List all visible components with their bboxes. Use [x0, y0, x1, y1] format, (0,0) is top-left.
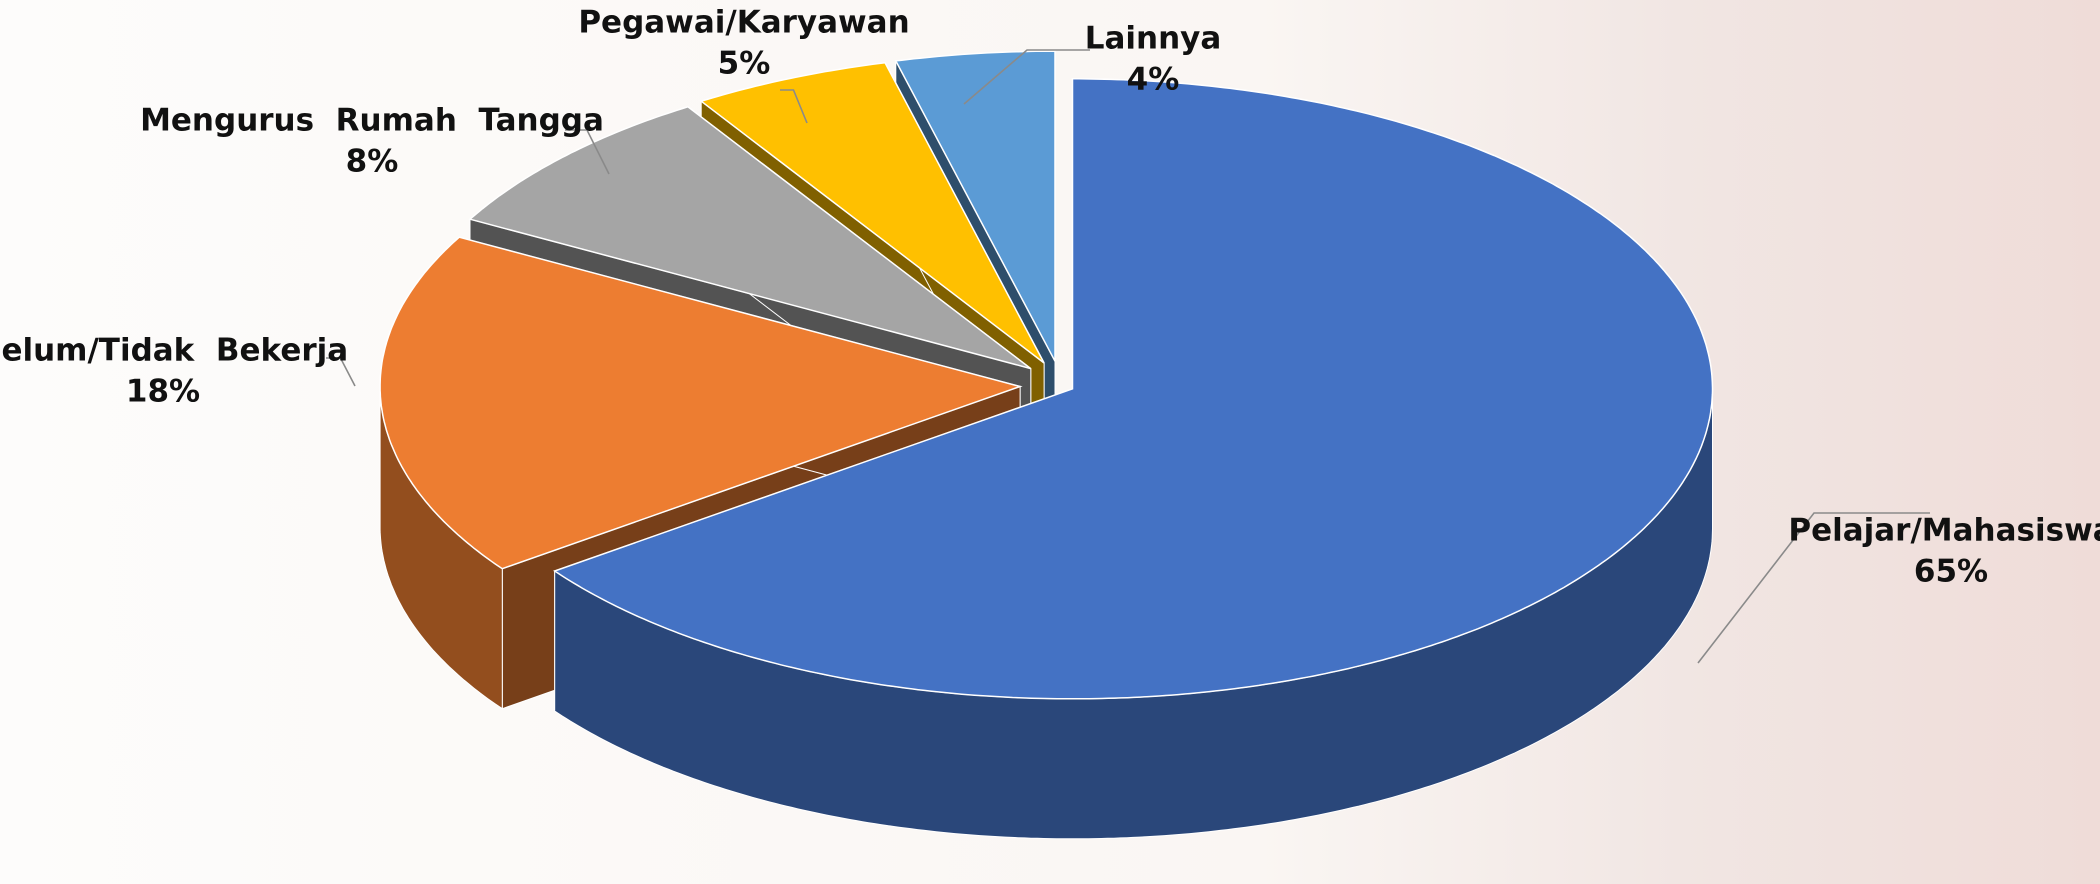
category-label: Mengurus Rumah Tangga: [140, 103, 604, 139]
value-label: 8%: [346, 144, 399, 180]
chart: Pelajar/Mahasiswa 65% Belum/Tidak Bekerja 1…: [0, 0, 2100, 884]
value-label: 5%: [718, 46, 771, 82]
pie: [380, 51, 1712, 839]
value-label: 4%: [1127, 62, 1180, 98]
value-label: 18%: [126, 374, 200, 410]
value-label: 65%: [1914, 554, 1988, 590]
category-label: Pegawai/Karyawan: [578, 5, 909, 41]
category-label: Lainnya: [1085, 21, 1222, 57]
category-label: Pelajar/Mahasiswa: [1788, 513, 2100, 549]
category-label: Belum/Tidak Bekerja: [0, 333, 348, 369]
